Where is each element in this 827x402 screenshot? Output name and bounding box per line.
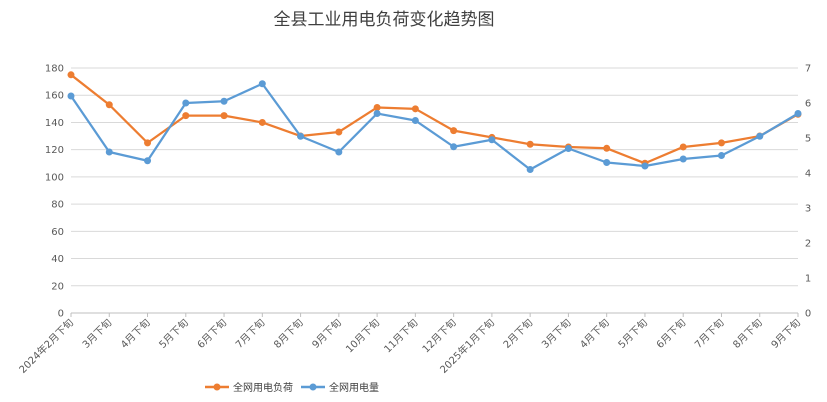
x-tick-label: 10月下旬 xyxy=(343,316,382,355)
x-tick-label: 4月下旬 xyxy=(577,316,612,351)
series-line-0 xyxy=(70,73,799,165)
x-tick-label: 9月下旬 xyxy=(309,316,344,351)
right-axis-ticks: 0 1 2 3 4 5 6 7 xyxy=(805,64,811,320)
data-point-0 xyxy=(105,101,113,109)
left-axis-ticks: 0 20 40 60 80 100 120 140 160 180 xyxy=(45,64,64,320)
gridlines xyxy=(71,67,798,314)
data-point-1 xyxy=(182,99,190,107)
legend-load-label: 全网用电负荷 xyxy=(233,381,293,394)
data-point-1 xyxy=(411,117,419,124)
legend-load-marker xyxy=(213,383,221,391)
chart-title: 全县工业用电负荷变化趋势图 xyxy=(274,10,495,30)
legend-item-consumption[interactable]: 全网用电量 xyxy=(301,381,379,394)
right-tick-label: 6 xyxy=(805,99,811,110)
legend-item-load[interactable]: 全网用电负荷 xyxy=(205,381,293,394)
data-point-1 xyxy=(258,80,266,88)
legend-consumption-label: 全网用电量 xyxy=(329,381,379,394)
data-point-1 xyxy=(564,145,572,152)
data-point-1 xyxy=(488,136,496,144)
right-tick-label: 7 xyxy=(805,64,811,75)
data-point-0 xyxy=(679,143,687,151)
x-tick-label: 3月下旬 xyxy=(539,316,574,351)
x-tick-label: 6月下旬 xyxy=(194,316,229,351)
x-tick-label: 2月下旬 xyxy=(500,316,535,351)
data-point-1 xyxy=(67,92,75,100)
data-point-1 xyxy=(144,157,152,165)
x-tick-label: 5月下旬 xyxy=(615,316,650,351)
legend-consumption-marker xyxy=(309,383,317,391)
x-tick-label: 3月下旬 xyxy=(79,316,114,351)
x-tick-label: 11月下旬 xyxy=(381,316,420,355)
x-tick-label: 12月下旬 xyxy=(419,316,458,355)
data-point-0 xyxy=(220,112,228,120)
data-point-1 xyxy=(679,155,687,163)
left-tick-label: 120 xyxy=(45,145,64,156)
data-point-0 xyxy=(603,144,611,152)
x-tick-label: 8月下旬 xyxy=(730,316,765,351)
left-tick-label: 20 xyxy=(51,281,64,292)
right-tick-label: 1 xyxy=(805,274,811,285)
legend[interactable]: 全网用电负荷 全网用电量 xyxy=(205,381,379,394)
x-tick-label: 8月下旬 xyxy=(271,316,306,351)
right-tick-label: 3 xyxy=(805,204,811,215)
data-point-1 xyxy=(717,152,725,159)
left-tick-label: 140 xyxy=(45,118,64,129)
x-tick-label: 7月下旬 xyxy=(692,316,727,351)
data-point-1 xyxy=(450,143,458,151)
x-tick-label: 4月下旬 xyxy=(118,316,153,351)
left-tick-label: 100 xyxy=(45,172,64,183)
left-tick-label: 60 xyxy=(51,227,64,238)
data-point-0 xyxy=(258,118,266,126)
data-point-1 xyxy=(756,132,764,140)
x-tick-label: 2024年2月下旬 xyxy=(16,316,76,376)
x-axis-ticks: 2024年2月下旬 3月下旬 4月下旬 5月下旬 6月下旬 7月下旬 8月下旬 9月下旬 10月… xyxy=(16,313,803,376)
data-point-1 xyxy=(335,148,343,156)
data-point-0 xyxy=(144,139,152,147)
x-tick-label: 5月下旬 xyxy=(156,316,191,351)
data-point-0 xyxy=(67,71,75,79)
data-point-1 xyxy=(794,110,802,117)
right-tick-label: 5 xyxy=(805,134,811,145)
left-tick-label: 0 xyxy=(58,309,64,320)
left-tick-label: 160 xyxy=(45,91,64,102)
x-tick-label: 7月下旬 xyxy=(233,316,268,351)
data-point-1 xyxy=(373,110,381,117)
left-tick-label: 180 xyxy=(45,64,64,75)
data-point-1 xyxy=(297,132,305,140)
data-point-0 xyxy=(182,112,190,120)
data-point-0 xyxy=(526,140,534,148)
data-point-1 xyxy=(220,97,228,105)
data-point-1 xyxy=(105,148,113,156)
data-point-0 xyxy=(411,105,419,113)
x-tick-label: 6月下旬 xyxy=(653,316,688,351)
data-point-0 xyxy=(335,128,343,136)
left-tick-label: 80 xyxy=(51,200,64,211)
series-line-1 xyxy=(70,82,799,171)
right-tick-label: 0 xyxy=(805,309,811,320)
x-tick-label: 9月下旬 xyxy=(768,316,803,351)
data-point-1 xyxy=(603,159,611,166)
data-point-0 xyxy=(450,127,458,135)
data-point-1 xyxy=(526,166,534,173)
right-tick-label: 4 xyxy=(805,169,811,180)
data-point-0 xyxy=(717,139,725,147)
right-tick-label: 2 xyxy=(805,239,811,250)
data-point-0 xyxy=(373,103,381,111)
series-group xyxy=(67,71,802,173)
data-point-1 xyxy=(641,162,649,170)
left-tick-label: 40 xyxy=(51,254,64,265)
